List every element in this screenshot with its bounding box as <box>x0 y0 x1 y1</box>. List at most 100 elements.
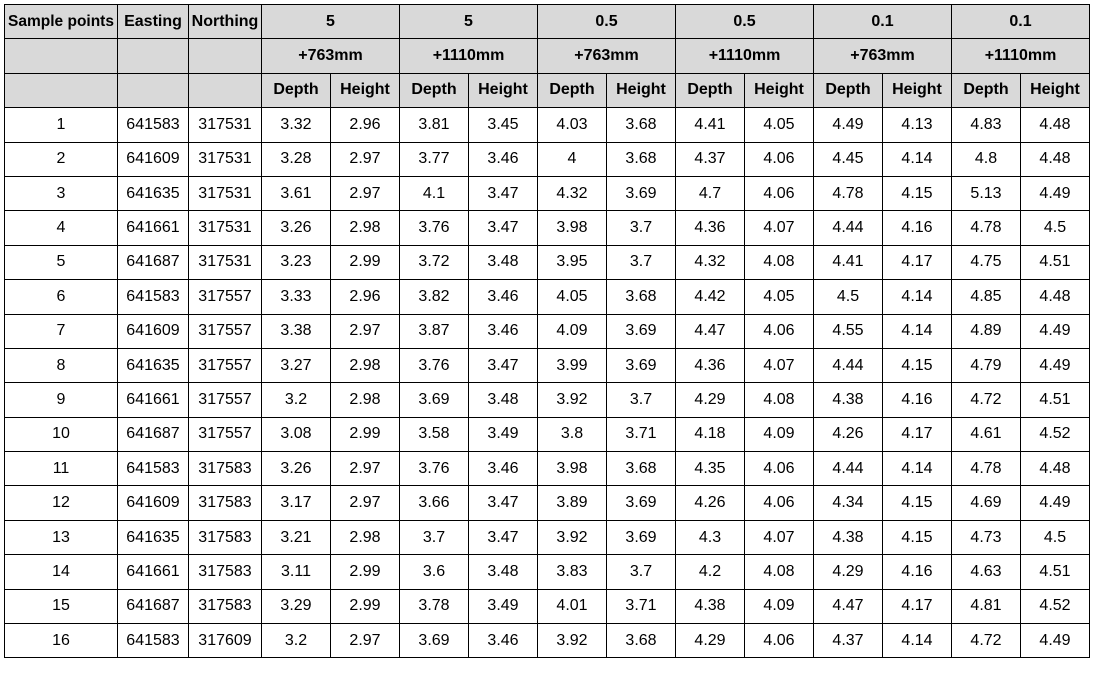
depth-cell: 4.2 <box>675 554 745 590</box>
blank-header-cell <box>4 38 118 74</box>
depth-cell: 3.32 <box>261 107 331 143</box>
depth-cell: 3.27 <box>261 347 331 384</box>
depth-cell: 3.99 <box>537 347 607 384</box>
height-cell: 4.48 <box>1020 279 1090 315</box>
height-cell: 4.09 <box>744 416 814 453</box>
height-cell: 4.07 <box>744 347 814 384</box>
height-cell: 4.5 <box>1020 210 1090 246</box>
depth-cell: 4.78 <box>951 451 1021 487</box>
sample-point-cell: 12 <box>4 485 118 521</box>
depth-cell: 4.78 <box>813 175 883 212</box>
table-body: 1 641583 317531 3.32 2.96 3.81 3.45 4.03 3.68 4.4… <box>4 107 1090 659</box>
group-level-header: 5 <box>261 3 400 40</box>
depth-cell: 4.47 <box>813 588 883 625</box>
depth-cell: 4.35 <box>675 451 745 487</box>
table-row: 15 641687 317583 3.29 2.99 3.78 3.49 4.01 3.71 4.… <box>4 588 1090 625</box>
table-row: 12 641609 317583 3.17 2.97 3.66 3.47 3.89 3.69 4.… <box>4 485 1090 521</box>
depth-cell: 4.29 <box>675 623 745 659</box>
depth-header: Depth <box>537 72 607 109</box>
easting-cell: 641635 <box>117 347 189 384</box>
height-cell: 4.06 <box>744 623 814 659</box>
easting-cell: 641583 <box>117 623 189 659</box>
height-cell: 2.98 <box>330 210 400 246</box>
height-cell: 3.7 <box>606 382 676 418</box>
group-level-header: 0.1 <box>951 3 1090 40</box>
data-table: Sample points Easting Northing 5 5 0.5 0… <box>4 3 1090 659</box>
sample-point-cell: 3 <box>4 175 118 212</box>
table-row: 7 641609 317557 3.38 2.97 3.87 3.46 4.09 3.69 4.4… <box>4 313 1090 349</box>
depth-cell: 4.38 <box>813 519 883 556</box>
depth-cell: 4.49 <box>813 107 883 143</box>
northing-cell: 317557 <box>188 416 262 453</box>
height-cell: 3.49 <box>468 588 538 625</box>
height-cell: 4.15 <box>882 519 952 556</box>
depth-cell: 4.32 <box>537 175 607 212</box>
height-cell: 4.17 <box>882 416 952 453</box>
depth-cell: 3.76 <box>399 210 469 246</box>
blank-header-cell <box>4 72 118 109</box>
depth-cell: 4.44 <box>813 347 883 384</box>
height-cell: 2.99 <box>330 588 400 625</box>
col-header-sample-points: Sample points <box>4 3 118 40</box>
depth-cell: 3.81 <box>399 107 469 143</box>
height-cell: 3.68 <box>606 623 676 659</box>
blank-header-cell <box>188 38 262 74</box>
height-cell: 4.51 <box>1020 382 1090 418</box>
height-cell: 3.69 <box>606 313 676 349</box>
depth-cell: 4.83 <box>951 107 1021 143</box>
depth-cell: 4.36 <box>675 347 745 384</box>
col-header-easting: Easting <box>117 3 189 40</box>
height-cell: 2.99 <box>330 244 400 281</box>
group-level-header: 0.5 <box>537 3 676 40</box>
height-cell: 3.69 <box>606 485 676 521</box>
depth-cell: 4.45 <box>813 141 883 177</box>
depth-cell: 3.8 <box>537 416 607 453</box>
table-row: 16 641583 317609 3.2 2.97 3.69 3.46 3.92 3.68 4.2… <box>4 623 1090 659</box>
depth-cell: 3.26 <box>261 451 331 487</box>
table-row: 9 641661 317557 3.2 2.98 3.69 3.48 3.92 3.7 4.29 4… <box>4 382 1090 418</box>
depth-cell: 4.7 <box>675 175 745 212</box>
depth-cell: 3.89 <box>537 485 607 521</box>
height-cell: 4.05 <box>744 107 814 143</box>
height-cell: 2.97 <box>330 451 400 487</box>
table-row: 10 641687 317557 3.08 2.99 3.58 3.49 3.8 3.71 4.1… <box>4 416 1090 453</box>
table-row: 5 641687 317531 3.23 2.99 3.72 3.48 3.95 3.7 4.32… <box>4 244 1090 281</box>
depth-cell: 4.5 <box>813 279 883 315</box>
northing-cell: 317557 <box>188 382 262 418</box>
height-cell: 4.52 <box>1020 416 1090 453</box>
table-row: 4 641661 317531 3.26 2.98 3.76 3.47 3.98 3.7 4.36… <box>4 210 1090 246</box>
depth-cell: 3.76 <box>399 451 469 487</box>
height-cell: 2.98 <box>330 382 400 418</box>
depth-cell: 3.76 <box>399 347 469 384</box>
height-cell: 3.69 <box>606 519 676 556</box>
depth-cell: 4.63 <box>951 554 1021 590</box>
depth-cell: 4.61 <box>951 416 1021 453</box>
easting-cell: 641583 <box>117 279 189 315</box>
depth-cell: 4.1 <box>399 175 469 212</box>
height-cell: 3.48 <box>468 554 538 590</box>
blank-header-cell <box>188 72 262 109</box>
depth-cell: 4.01 <box>537 588 607 625</box>
depth-header: Depth <box>951 72 1021 109</box>
height-cell: 4.07 <box>744 519 814 556</box>
height-cell: 4.49 <box>1020 313 1090 349</box>
height-cell: 2.98 <box>330 519 400 556</box>
depth-cell: 4.81 <box>951 588 1021 625</box>
depth-cell: 3.69 <box>399 623 469 659</box>
depth-cell: 4.44 <box>813 210 883 246</box>
group-offset-header: +1110mm <box>399 38 538 74</box>
height-cell: 3.47 <box>468 347 538 384</box>
northing-cell: 317583 <box>188 519 262 556</box>
depth-cell: 4.72 <box>951 623 1021 659</box>
height-cell: 4.14 <box>882 451 952 487</box>
table-row: 14 641661 317583 3.11 2.99 3.6 3.48 3.83 3.7 4.2 4… <box>4 554 1090 590</box>
depth-cell: 4.29 <box>675 382 745 418</box>
easting-cell: 641687 <box>117 588 189 625</box>
depth-cell: 3.92 <box>537 382 607 418</box>
depth-cell: 3.26 <box>261 210 331 246</box>
height-cell: 3.47 <box>468 519 538 556</box>
depth-cell: 4.18 <box>675 416 745 453</box>
depth-cell: 4.26 <box>675 485 745 521</box>
height-cell: 3.7 <box>606 210 676 246</box>
northing-cell: 317557 <box>188 279 262 315</box>
